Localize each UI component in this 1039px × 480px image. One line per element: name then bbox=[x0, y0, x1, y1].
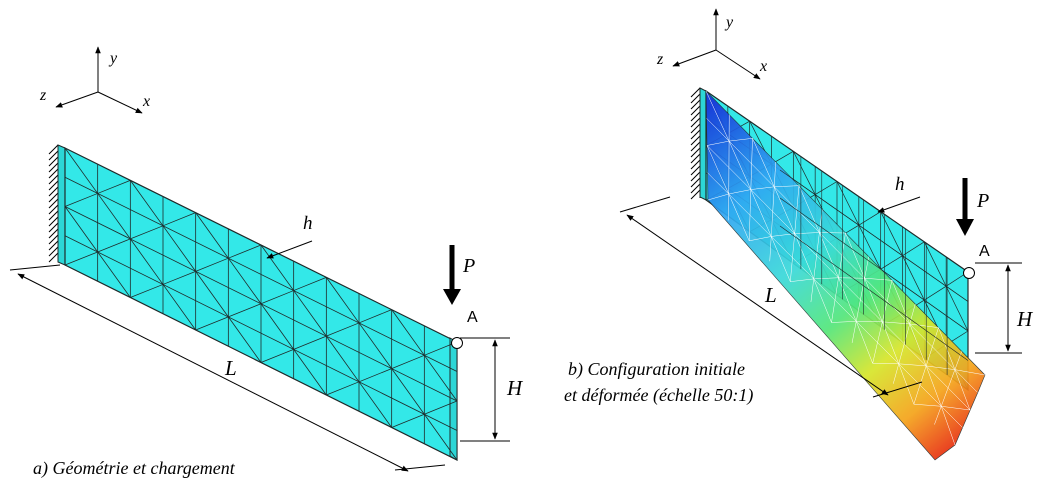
wall-hatch-b bbox=[690, 87, 701, 200]
length-label-b: L bbox=[764, 283, 777, 307]
mesh-diagonal-line bbox=[729, 138, 753, 142]
mesh-diagonal-line bbox=[902, 241, 925, 256]
thickness-arrow-b bbox=[877, 196, 921, 213]
wall-support-a bbox=[48, 144, 59, 263]
mesh-diagonal-line bbox=[941, 406, 971, 411]
point-a-marker-b bbox=[963, 267, 975, 279]
mesh-diagonal-line bbox=[195, 212, 229, 259]
point-a-label-b: A bbox=[979, 243, 990, 260]
wall-hatch bbox=[48, 144, 59, 263]
mesh-diagonal-line bbox=[130, 180, 164, 227]
axes-triad-b: y x z bbox=[656, 8, 767, 80]
mesh-diagonal-line bbox=[707, 193, 729, 201]
length-ext-line-left-b bbox=[619, 196, 671, 213]
caption-a: a) Géométrie et chargement bbox=[33, 458, 236, 479]
y-axis-label-b: y bbox=[724, 14, 734, 31]
mesh-diagonal-line bbox=[793, 151, 816, 195]
panel-b: y x z A P h L bbox=[564, 8, 1034, 461]
mesh-diagonal-line bbox=[706, 145, 729, 195]
mesh-diagonal-line bbox=[941, 406, 956, 446]
length-dimension-b bbox=[626, 214, 889, 396]
z-axis-label-b: z bbox=[656, 51, 664, 68]
load-label: P bbox=[462, 255, 475, 277]
mesh-diagonal-line bbox=[64, 193, 98, 207]
mesh-diagonal-line bbox=[64, 251, 98, 266]
thickness-arrow bbox=[266, 240, 313, 259]
mesh-diagonal-line bbox=[195, 257, 229, 272]
mesh-diagonal-line bbox=[64, 147, 98, 194]
mesh-diagonal-line bbox=[97, 238, 131, 253]
mesh-diagonal-line bbox=[728, 141, 752, 190]
load-label-b: P bbox=[976, 190, 989, 212]
mesh-diagonal-line bbox=[424, 400, 458, 415]
height-label-b: H bbox=[1016, 307, 1034, 331]
mesh-diagonal-line bbox=[752, 138, 775, 187]
point-a-marker bbox=[451, 337, 463, 349]
mesh-diagonal-line bbox=[945, 286, 969, 332]
thickness-label-b: h bbox=[895, 174, 905, 195]
caption-b-line2: et déformée (échelle 50:1) bbox=[564, 385, 753, 406]
thickness-label: h bbox=[303, 213, 313, 234]
mesh-diagonal-line bbox=[909, 323, 927, 367]
mesh-diagonal-line bbox=[424, 355, 458, 402]
x-axis-label: x bbox=[142, 93, 150, 110]
point-a-label: A bbox=[467, 309, 478, 326]
mesh-diagonal-line bbox=[926, 365, 955, 370]
mesh-diagonal-line bbox=[162, 225, 196, 272]
mesh-diagonal-line bbox=[938, 327, 956, 370]
length-ext-line-left bbox=[9, 264, 61, 271]
z-axis-label: z bbox=[39, 87, 47, 104]
mesh-diagonal-line bbox=[924, 241, 947, 287]
load-arrow-head bbox=[443, 289, 461, 305]
caption-b-line1: b) Configuration initiale bbox=[568, 359, 745, 380]
y-axis-label: y bbox=[108, 50, 118, 67]
mesh-diagonal-line bbox=[228, 244, 262, 259]
initial-beam-side bbox=[699, 87, 707, 201]
mesh-diagonal-line bbox=[898, 363, 915, 405]
x-axis-arrow-b bbox=[715, 49, 761, 80]
mesh-diagonal-line bbox=[97, 193, 131, 240]
z-axis-arrow-b bbox=[672, 49, 717, 67]
height-label: H bbox=[506, 376, 524, 400]
mesh-diagonal-line bbox=[814, 181, 838, 195]
mesh-diagonal-line bbox=[64, 206, 98, 253]
mesh-diagonal-line bbox=[162, 212, 196, 227]
mesh-diagonal-line bbox=[750, 186, 775, 190]
x-axis-label-b: x bbox=[759, 58, 767, 75]
mesh-diagonal-line bbox=[925, 365, 942, 407]
mesh-diagonal-line bbox=[898, 363, 927, 367]
mesh-diagonal-line bbox=[424, 414, 458, 461]
length-ext-line-right bbox=[394, 464, 446, 471]
axes-triad-a: y x z bbox=[39, 46, 150, 114]
mesh-diagonal-line bbox=[728, 189, 751, 195]
mesh-diagonal-line bbox=[913, 403, 942, 407]
length-dimension bbox=[17, 273, 409, 472]
load-arrow-head-b bbox=[956, 219, 974, 236]
mesh-diagonal-line bbox=[706, 140, 730, 146]
mesh-diagonal-line bbox=[954, 369, 971, 411]
mesh-diagonal-line bbox=[705, 90, 730, 142]
wall-support-b bbox=[690, 87, 701, 200]
x-axis-arrow bbox=[97, 91, 143, 114]
beam-side-face bbox=[57, 144, 66, 266]
mesh-diagonal-line bbox=[97, 179, 131, 194]
panel-a: y x z A P h L H bbox=[9, 46, 524, 479]
mesh-diagonal-line bbox=[902, 255, 925, 301]
mesh-diagonal-line bbox=[774, 185, 800, 188]
mesh-diagonal-line bbox=[924, 285, 947, 301]
mesh-diagonal-line bbox=[909, 323, 939, 328]
mesh-diagonal-line bbox=[954, 369, 986, 376]
length-label: L bbox=[224, 356, 237, 380]
mesh-diagonal-line bbox=[130, 225, 164, 240]
z-axis-arrow bbox=[55, 91, 99, 108]
